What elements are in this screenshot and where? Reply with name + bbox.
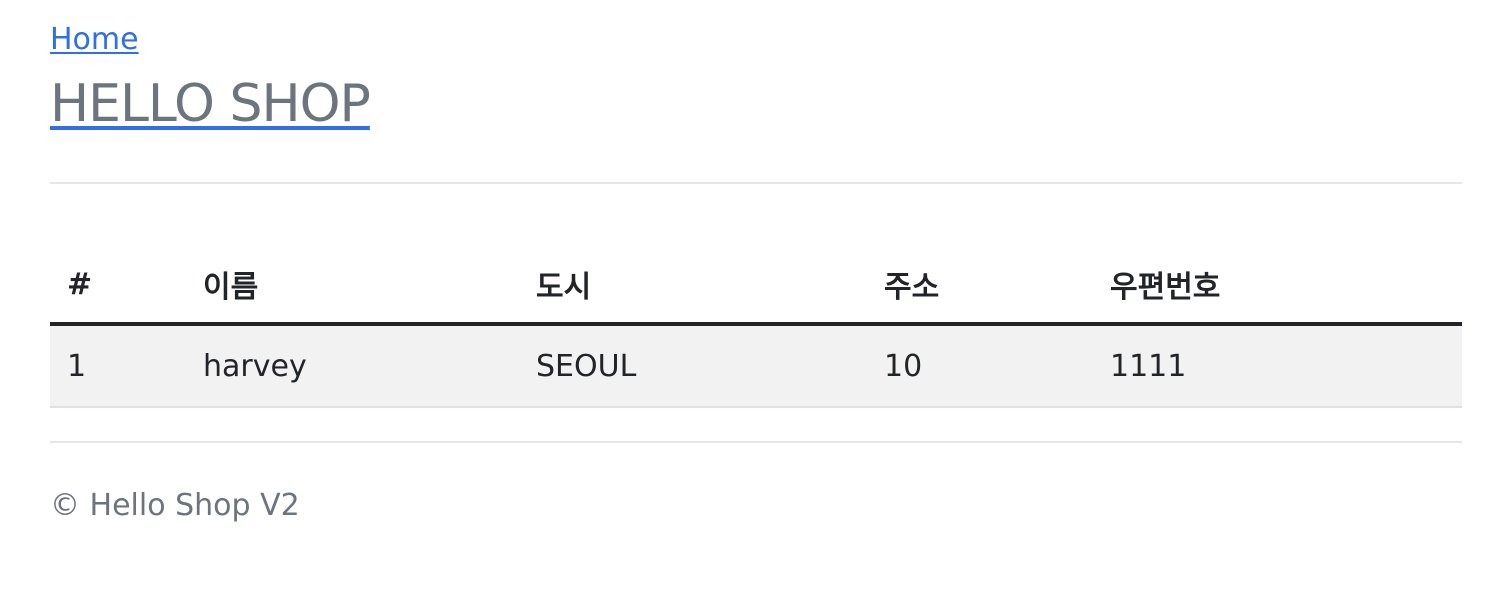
- column-header-name: 이름: [186, 246, 519, 326]
- table-header-row: # 이름 도시 주소 우편번호: [50, 246, 1462, 326]
- brand-title-link[interactable]: HELLO SHOP: [50, 74, 371, 134]
- table-header: # 이름 도시 주소 우편번호: [50, 246, 1462, 326]
- header-divider: [50, 182, 1462, 184]
- cell-zipcode: 1111: [1093, 324, 1462, 408]
- column-header-city: 도시: [519, 246, 867, 326]
- column-header-number: #: [50, 246, 186, 326]
- member-table: # 이름 도시 주소 우편번호 1 harvey SEOUL 10 1111: [50, 246, 1462, 408]
- footer-divider: [50, 441, 1462, 443]
- cell-street: 10: [867, 324, 1093, 408]
- footer-copyright: © Hello Shop V2: [50, 488, 300, 523]
- table-body: 1 harvey SEOUL 10 1111: [50, 324, 1462, 408]
- home-link[interactable]: Home: [50, 22, 139, 57]
- table-row: 1 harvey SEOUL 10 1111: [50, 324, 1462, 408]
- cell-number: 1: [50, 324, 186, 408]
- cell-name: harvey: [186, 324, 519, 408]
- column-header-street: 주소: [867, 246, 1093, 326]
- cell-city: SEOUL: [519, 324, 867, 408]
- column-header-zipcode: 우편번호: [1093, 246, 1462, 326]
